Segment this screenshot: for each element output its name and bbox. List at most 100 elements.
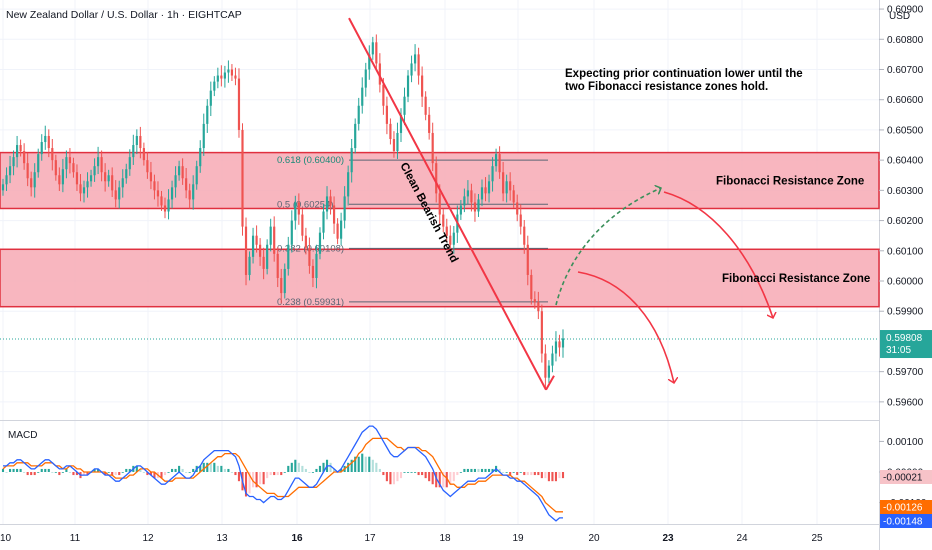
candle-body [72, 163, 75, 173]
candle [533, 291, 536, 309]
candle [466, 180, 469, 205]
candle-body [100, 157, 103, 173]
time-tick-label: 18 [439, 533, 451, 544]
macd-histogram-bar [171, 468, 174, 472]
candle-body [304, 235, 307, 248]
macd-histogram-bar [262, 472, 265, 485]
candle [421, 66, 424, 107]
candle [244, 217, 248, 286]
candle-body [325, 196, 329, 212]
macd-value-tag-text: -0.00021 [883, 473, 923, 484]
candle [473, 193, 477, 222]
candle [512, 184, 515, 208]
macd-title[interactable]: MACD [8, 430, 37, 441]
candle [294, 195, 297, 230]
candle-body [93, 166, 96, 176]
macd-histogram-bar [466, 468, 469, 472]
candle [30, 171, 33, 197]
macd-histogram-bar [273, 472, 276, 476]
macd-histogram-bar [470, 468, 473, 472]
price-tick-label: 0.60900 [887, 5, 924, 16]
macd-histogram-bar [266, 472, 269, 479]
candle-body [220, 75, 223, 79]
candle-body [364, 69, 367, 88]
candle [318, 227, 322, 260]
candle [452, 226, 455, 254]
macd-histogram-bar [509, 472, 512, 476]
candle-body [452, 232, 455, 245]
candle-body [438, 193, 441, 215]
price-axis[interactable]: 0.60900 0.60800 0.60700 0.60600 0.60500 0.604… [879, 5, 924, 409]
macd-histogram-bar [526, 472, 529, 476]
candle [392, 131, 396, 158]
candle-body [174, 175, 177, 188]
candle [530, 269, 533, 305]
macd-histogram-bar [297, 462, 300, 472]
candle [230, 64, 234, 81]
candle-body [368, 54, 371, 70]
candle [251, 227, 255, 264]
macd-histogram-bar [361, 453, 364, 472]
macd-histogram-bar [329, 462, 332, 472]
macd-histogram-bar [111, 472, 114, 476]
macd-histogram-bar [399, 472, 403, 479]
time-axis[interactable]: 10 11 12 13 16 17 18 19 20 23 24 25 [0, 533, 823, 544]
candle [442, 209, 445, 233]
candle [54, 154, 57, 181]
bar-countdown: 31:05 [886, 345, 911, 356]
candle-body [523, 226, 526, 245]
macd-histogram-bar [333, 468, 336, 472]
candle-body [463, 196, 466, 206]
candle-body [547, 365, 551, 378]
candle-body [403, 96, 406, 115]
macd-histogram-bar [82, 472, 86, 476]
candle [206, 99, 209, 133]
candle [435, 156, 438, 203]
candle-body [491, 166, 494, 182]
candle-body [445, 226, 448, 236]
candle-body [223, 72, 226, 79]
time-tick-label: 12 [142, 533, 154, 544]
candle-body [167, 199, 170, 212]
candle [100, 150, 103, 182]
candle [188, 183, 191, 209]
candle [547, 360, 551, 384]
candle-body [142, 148, 145, 161]
bearish-trend-line [348, 17, 547, 391]
macd-histogram-bar [230, 472, 233, 473]
resistance-zones [0, 151, 880, 308]
candle [97, 146, 100, 175]
candle-body [361, 87, 364, 106]
candle-body [350, 148, 353, 173]
symbol-title[interactable]: New Zealand Dollar / U.S. Dollar · 1h · … [6, 9, 242, 21]
currency-label[interactable]: USD [889, 11, 910, 22]
candle-body [37, 154, 40, 173]
candle [111, 167, 114, 198]
macd-histogram-bar [502, 472, 505, 473]
macd-histogram-bar [403, 472, 406, 473]
price-tick-label: 0.60600 [887, 95, 924, 106]
candle [160, 190, 163, 211]
candle-body [498, 154, 501, 173]
macd-histogram-bar [178, 465, 181, 472]
candle [315, 244, 318, 289]
candle [403, 87, 406, 126]
current-price-value: 0.59808 [886, 333, 923, 344]
candle [227, 60, 230, 83]
candle-body [375, 42, 378, 64]
macd-histogram-bar [371, 459, 374, 472]
candle [114, 180, 117, 208]
candle [51, 138, 54, 171]
candle-body [185, 178, 188, 191]
candle-body [118, 187, 121, 200]
candle-body [280, 277, 283, 294]
candle [248, 251, 251, 281]
macd-histogram-bar [54, 472, 57, 473]
candle [406, 70, 410, 103]
candle-body [47, 135, 50, 149]
fib-level-label: 0.5 (0.60254) [277, 199, 334, 210]
candle [89, 169, 93, 187]
macd-value-tag-text: -0.00148 [883, 517, 923, 528]
macd-histogram-bar [47, 468, 50, 472]
macd-histogram-bar [167, 472, 170, 473]
